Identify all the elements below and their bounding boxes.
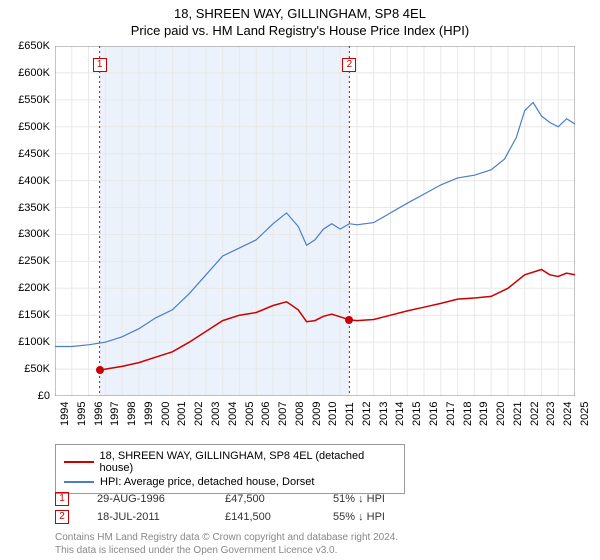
x-tick-label: 2024 [562, 402, 574, 426]
y-tick-label: £50K [5, 363, 50, 375]
x-tick-label: 2002 [193, 402, 205, 426]
y-tick-label: £100K [5, 336, 50, 348]
sale-price-1: £47,500 [225, 493, 305, 505]
y-tick-label: £400K [5, 175, 50, 187]
x-tick-label: 2011 [344, 402, 356, 426]
x-tick-label: 1995 [76, 402, 88, 426]
sale-badge-2: 2 [342, 58, 356, 72]
x-tick-label: 2009 [311, 402, 323, 426]
license-line-2: This data is licensed under the Open Gov… [55, 545, 398, 558]
x-tick-label: 2003 [210, 402, 222, 426]
y-tick-label: £550K [5, 94, 50, 106]
x-tick-label: 2020 [495, 402, 507, 426]
y-tick-label: £600K [5, 67, 50, 79]
y-tick-label: £350K [5, 202, 50, 214]
x-tick-label: 2012 [361, 402, 373, 426]
legend-item-hpi: HPI: Average price, detached house, Dors… [64, 475, 396, 489]
x-tick-label: 1999 [143, 402, 155, 426]
x-tick-label: 2018 [462, 402, 474, 426]
sale-vs-hpi-2: 55% ↓ HPI [333, 511, 385, 523]
y-tick-label: £250K [5, 255, 50, 267]
chart-container: 18, SHREEN WAY, GILLINGHAM, SP8 4EL Pric… [0, 0, 600, 560]
legend: 18, SHREEN WAY, GILLINGHAM, SP8 4EL (det… [55, 444, 405, 494]
x-tick-label: 2014 [394, 402, 406, 426]
x-tick-label: 1998 [126, 402, 138, 426]
sale-date-1: 29-AUG-1996 [97, 493, 197, 505]
x-tick-label: 2005 [244, 402, 256, 426]
legend-swatch-hpi [64, 481, 94, 483]
x-tick-label: 2015 [411, 402, 423, 426]
chart-title: 18, SHREEN WAY, GILLINGHAM, SP8 4EL [0, 0, 600, 21]
legend-label-hpi: HPI: Average price, detached house, Dors… [100, 476, 314, 488]
y-tick-label: £650K [5, 40, 50, 52]
x-tick-label: 2007 [277, 402, 289, 426]
x-tick-label: 2022 [529, 402, 541, 426]
license-text: Contains HM Land Registry data © Crown c… [55, 532, 398, 557]
x-tick-label: 1994 [59, 402, 71, 426]
x-tick-label: 2008 [294, 402, 306, 426]
chart-svg [55, 46, 575, 396]
x-tick-label: 2001 [176, 402, 188, 426]
legend-swatch-property [64, 461, 94, 463]
sale-marker-2: 2 [55, 510, 69, 524]
y-tick-label: £300K [5, 228, 50, 240]
sale-price-2: £141,500 [225, 511, 305, 523]
chart-subtitle: Price paid vs. HM Land Registry's House … [0, 21, 600, 38]
sales-row-2: 2 18-JUL-2011 £141,500 55% ↓ HPI [55, 508, 385, 526]
legend-label-property: 18, SHREEN WAY, GILLINGHAM, SP8 4EL (det… [100, 450, 396, 474]
x-tick-label: 2023 [545, 402, 557, 426]
x-tick-label: 2019 [478, 402, 490, 426]
y-tick-label: £500K [5, 121, 50, 133]
x-tick-label: 2017 [445, 402, 457, 426]
x-tick-label: 2021 [512, 402, 524, 426]
x-tick-label: 2010 [327, 402, 339, 426]
x-tick-label: 2013 [378, 402, 390, 426]
sale-vs-hpi-1: 51% ↓ HPI [333, 493, 385, 505]
x-tick-label: 1997 [109, 402, 121, 426]
chart-plot-area: £0£50K£100K£150K£200K£250K£300K£350K£400… [55, 46, 575, 396]
x-tick-label: 1996 [93, 402, 105, 426]
sales-row-1: 1 29-AUG-1996 £47,500 51% ↓ HPI [55, 490, 385, 508]
y-tick-label: £0 [5, 390, 50, 402]
legend-item-property: 18, SHREEN WAY, GILLINGHAM, SP8 4EL (det… [64, 449, 396, 475]
x-tick-label: 2025 [579, 402, 591, 426]
y-tick-label: £450K [5, 148, 50, 160]
x-tick-label: 2006 [260, 402, 272, 426]
y-tick-label: £200K [5, 282, 50, 294]
license-line-1: Contains HM Land Registry data © Crown c… [55, 532, 398, 545]
y-tick-label: £150K [5, 309, 50, 321]
sale-date-2: 18-JUL-2011 [97, 511, 197, 523]
x-tick-label: 2016 [428, 402, 440, 426]
x-tick-label: 2004 [227, 402, 239, 426]
sales-table: 1 29-AUG-1996 £47,500 51% ↓ HPI 2 18-JUL… [55, 490, 385, 526]
x-tick-label: 2000 [160, 402, 172, 426]
sale-badge-1: 1 [93, 58, 107, 72]
sale-dot-2 [345, 316, 353, 324]
sale-dot-1 [96, 366, 104, 374]
sale-marker-1: 1 [55, 492, 69, 506]
